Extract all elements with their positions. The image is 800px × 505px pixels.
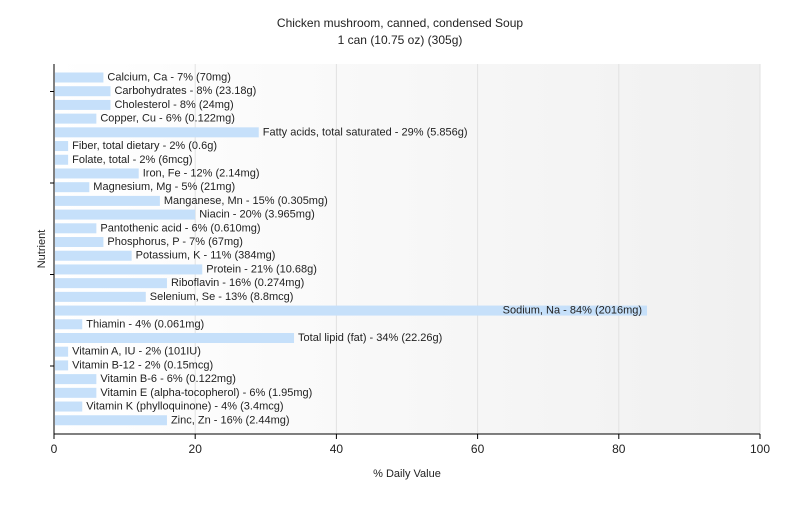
bar-label: Vitamin B-6 - 6% (0.122mg) bbox=[100, 373, 236, 385]
bar-label: Phosphorus, P - 7% (67mg) bbox=[107, 236, 243, 248]
bar bbox=[55, 72, 104, 83]
x-tick-label: 0 bbox=[51, 442, 58, 456]
bar-label: Thiamin - 4% (0.061mg) bbox=[86, 318, 204, 330]
bar-label: Sodium, Na - 84% (2016mg) bbox=[503, 305, 642, 317]
bar-label: Iron, Fe - 12% (2.14mg) bbox=[143, 167, 260, 179]
bar-label: Vitamin E (alpha-tocopherol) - 6% (1.95m… bbox=[100, 387, 312, 399]
bar bbox=[55, 168, 139, 179]
bar bbox=[55, 332, 295, 343]
bar-label: Vitamin B-12 - 2% (0.15mcg) bbox=[72, 359, 213, 371]
axes bbox=[50, 64, 760, 435]
bar bbox=[55, 319, 83, 330]
bar-label: Niacin - 20% (3.965mg) bbox=[199, 209, 315, 221]
bar-label: Cholesterol - 8% (24mg) bbox=[114, 99, 233, 111]
bar bbox=[55, 264, 203, 275]
bar bbox=[55, 415, 167, 426]
bar-label: Magnesium, Mg - 5% (21mg) bbox=[93, 181, 235, 193]
bar-label: Pantothenic acid - 6% (0.610mg) bbox=[100, 222, 260, 234]
bar bbox=[55, 113, 97, 124]
bar bbox=[55, 387, 97, 398]
x-tick-label: 40 bbox=[330, 442, 344, 456]
bar-label: Riboflavin - 16% (0.274mg) bbox=[171, 277, 304, 289]
bar bbox=[55, 209, 196, 220]
bar bbox=[55, 360, 69, 371]
bar-label: Folate, total - 2% (6mcg) bbox=[72, 154, 192, 166]
bar bbox=[55, 127, 259, 138]
bar-label: Zinc, Zn - 16% (2.44mg) bbox=[171, 414, 290, 426]
bar-label: Calcium, Ca - 7% (70mg) bbox=[107, 72, 230, 84]
bar bbox=[55, 237, 104, 248]
chart-title: Chicken mushroom, canned, condensed Soup bbox=[277, 16, 523, 30]
bar bbox=[55, 374, 97, 385]
x-tick-label: 100 bbox=[750, 442, 770, 456]
chart-subtitle: 1 can (10.75 oz) (305g) bbox=[338, 33, 463, 47]
x-axis-label: % Daily Value bbox=[373, 468, 441, 480]
bar bbox=[55, 223, 97, 234]
bar bbox=[55, 154, 69, 165]
x-tick-label: 80 bbox=[612, 442, 626, 456]
bar-label: Carbohydrates - 8% (23.18g) bbox=[114, 85, 256, 97]
y-axis-label: Nutrient bbox=[36, 230, 48, 269]
bar bbox=[55, 291, 146, 302]
x-ticks: 0 20 40 60 80 100 bbox=[51, 434, 770, 456]
bar-label: Potassium, K - 11% (384mg) bbox=[136, 250, 276, 262]
x-tick-label: 60 bbox=[471, 442, 485, 456]
bar bbox=[55, 346, 69, 357]
bar-label: Total lipid (fat) - 34% (22.26g) bbox=[298, 332, 442, 344]
bar bbox=[55, 305, 648, 316]
bar bbox=[55, 141, 69, 152]
bars bbox=[55, 72, 648, 426]
bar bbox=[55, 195, 160, 206]
bar-label: Vitamin A, IU - 2% (101IU) bbox=[72, 346, 201, 358]
bar bbox=[55, 182, 90, 193]
bar-label: Protein - 21% (10.68g) bbox=[206, 263, 317, 275]
bar-label: Fiber, total dietary - 2% (0.6g) bbox=[72, 140, 217, 152]
bar-label: Manganese, Mn - 15% (0.305mg) bbox=[164, 195, 328, 207]
bar-label: Vitamin K (phylloquinone) - 4% (3.4mcg) bbox=[86, 401, 283, 413]
x-tick-label: 20 bbox=[189, 442, 203, 456]
plot-area bbox=[54, 64, 760, 434]
bar bbox=[55, 278, 167, 289]
bar bbox=[55, 99, 111, 110]
bar bbox=[55, 86, 111, 97]
bar-labels: Calcium, Ca - 7% (70mg)Carbohydrates - 8… bbox=[72, 72, 642, 427]
grid-lines bbox=[194, 64, 761, 434]
bar-label: Fatty acids, total saturated - 29% (5.85… bbox=[263, 126, 468, 138]
bar-label: Selenium, Se - 13% (8.8mcg) bbox=[150, 291, 294, 303]
bar bbox=[55, 250, 132, 261]
bar-label: Copper, Cu - 6% (0.122mg) bbox=[100, 113, 235, 125]
bar bbox=[55, 401, 83, 412]
